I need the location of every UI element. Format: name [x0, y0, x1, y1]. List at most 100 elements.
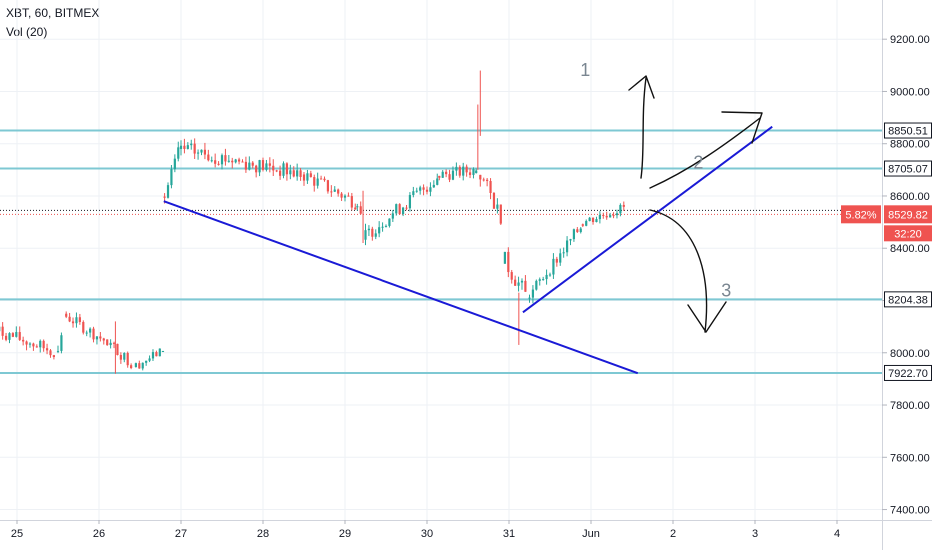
candle-body	[289, 170, 292, 175]
candle-body	[622, 204, 625, 207]
candle-body	[405, 207, 408, 209]
trend-line	[522, 125, 773, 314]
candle-body	[173, 158, 176, 170]
level-badge-label: 8705.07	[888, 164, 928, 176]
candle-body	[268, 163, 271, 166]
candle-body	[1, 326, 4, 336]
candle-body	[234, 159, 237, 163]
candle-body	[350, 196, 353, 208]
candle-body	[598, 215, 601, 220]
x-tick-label: 28	[257, 528, 269, 540]
candle-body	[244, 161, 248, 170]
countdown-label: 32:20	[894, 228, 922, 240]
candle-body	[419, 187, 422, 191]
candle-body	[496, 204, 499, 209]
candle-body	[82, 321, 85, 333]
candle-body	[42, 340, 45, 349]
candle-body	[214, 160, 217, 164]
candle-body	[85, 332, 88, 334]
candle-body	[134, 363, 137, 368]
x-tick-label: Jun	[582, 528, 600, 540]
x-tick-label: 3	[752, 528, 758, 540]
trend-lines	[163, 125, 773, 375]
y-tick-label: 7400.00	[890, 505, 930, 517]
candle-body	[429, 187, 432, 192]
candle-body	[282, 163, 285, 176]
candle-body	[15, 332, 18, 337]
candle-body	[415, 190, 418, 192]
annotations: 1 2 3	[580, 60, 731, 301]
level-badge-label: 8204.38	[888, 294, 928, 306]
level-badge-inner	[885, 123, 931, 138]
candle-body	[231, 160, 234, 163]
candle-body	[25, 341, 28, 345]
candle-body	[145, 360, 148, 363]
candle-body	[354, 207, 357, 210]
candle-body	[347, 195, 350, 197]
x-tick-label: 30	[421, 528, 433, 540]
candle-body	[52, 355, 55, 358]
candle-body	[468, 172, 472, 175]
candle-body	[337, 189, 340, 194]
candle-body	[343, 195, 347, 198]
candle-body	[432, 184, 435, 188]
y-tick-label: 8000.00	[890, 348, 930, 360]
candle-body	[56, 350, 60, 352]
candle-body	[576, 229, 579, 233]
candle-body	[555, 258, 558, 263]
candle-body	[155, 352, 158, 357]
candle-body	[507, 251, 510, 273]
candle-body	[116, 343, 119, 356]
y-tick-label: 8400.00	[890, 243, 930, 255]
x-tick-label: 29	[339, 528, 351, 540]
candle-body	[32, 343, 35, 347]
candle-body	[572, 229, 576, 240]
candle-body	[316, 178, 319, 186]
x-tick-label: 4	[834, 528, 840, 540]
candle-body	[220, 155, 224, 165]
candle-body	[482, 179, 485, 181]
candle-body	[562, 252, 565, 254]
candle-body	[585, 221, 588, 226]
candle-body	[384, 225, 388, 227]
candle-body	[479, 174, 482, 180]
candle-body	[183, 145, 186, 149]
candle-body	[39, 340, 42, 348]
candle-body	[503, 251, 506, 264]
candle-body	[193, 143, 196, 154]
candle-body	[538, 279, 541, 281]
candle-body	[517, 282, 520, 286]
indicator-label: Vol (20)	[6, 25, 48, 39]
annotation-label: 2	[693, 153, 703, 173]
candle-body	[8, 333, 11, 340]
candle-body	[89, 328, 92, 333]
candle-body	[356, 206, 359, 208]
candle-body	[462, 166, 465, 176]
candle-body	[510, 272, 513, 280]
candle-body	[408, 195, 412, 209]
hand-drawn-arrows	[628, 75, 763, 333]
candle-body	[65, 313, 68, 317]
price-badges: 8850.51 8705.07 8204.38 7922.70 8529.82 32:20…	[841, 122, 932, 381]
y-tick-label: 9000.00	[890, 86, 930, 98]
candle-body	[309, 173, 312, 178]
candle-body	[609, 215, 612, 218]
candle-body	[565, 240, 569, 253]
candle-body	[569, 239, 572, 241]
candle-body	[333, 189, 336, 192]
candle-body	[109, 342, 112, 346]
candle-body	[330, 191, 333, 193]
candle-body	[102, 338, 105, 341]
candle-body	[161, 350, 165, 352]
candle-body	[95, 336, 99, 340]
candle-body	[323, 178, 326, 181]
candle-body	[581, 224, 584, 226]
candle-body	[395, 204, 398, 214]
candle-body	[588, 217, 591, 222]
arrow-up-right-drawing	[649, 111, 763, 189]
candles	[0, 70, 625, 374]
candle-body	[217, 163, 220, 165]
candle-body	[200, 149, 203, 153]
candle-body	[391, 213, 394, 219]
